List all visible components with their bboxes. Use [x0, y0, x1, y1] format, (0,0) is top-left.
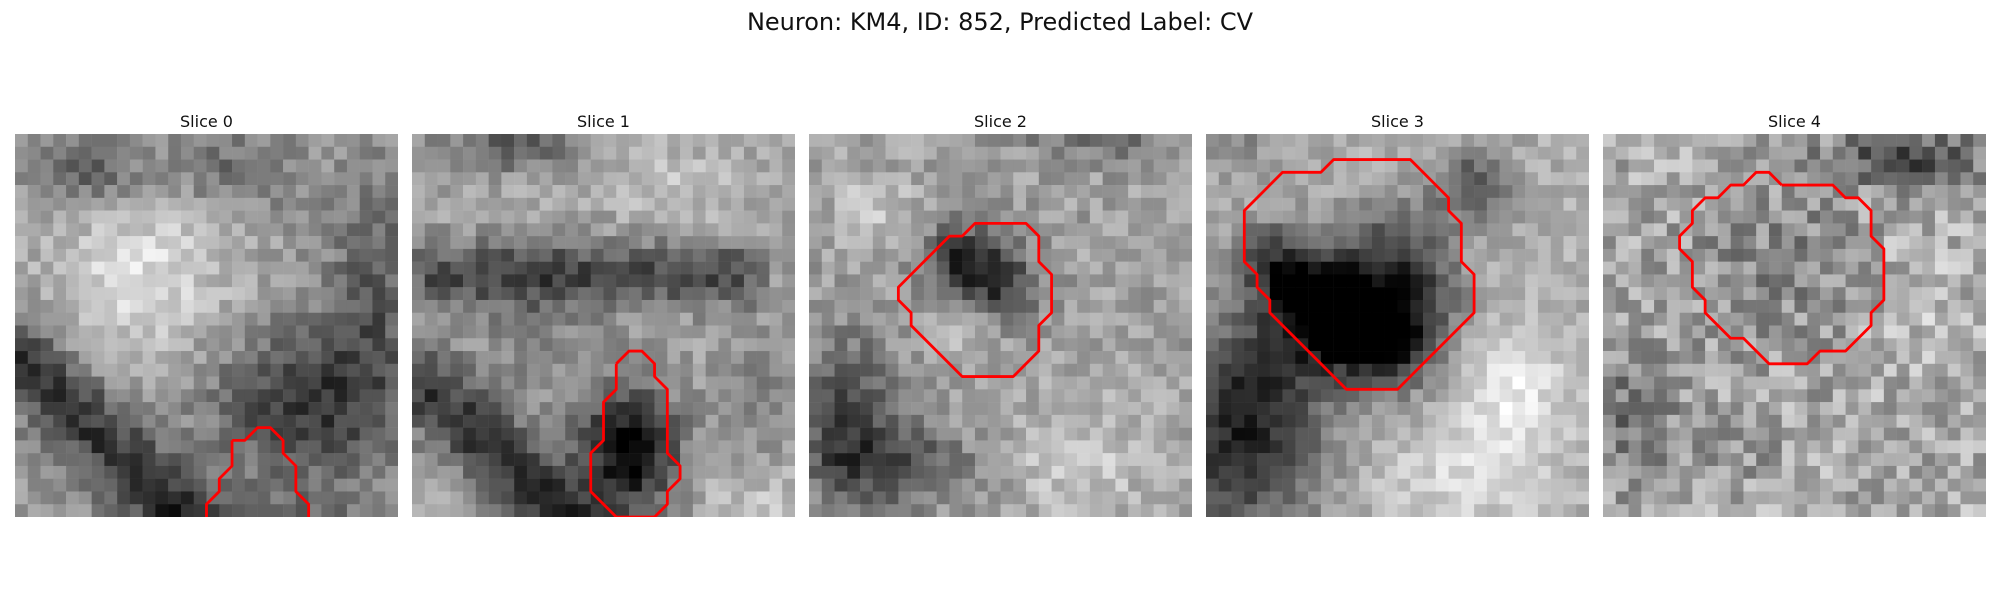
slice-title: Slice 4: [1768, 112, 1821, 131]
slice-image: [15, 134, 398, 517]
slice-image: [1206, 134, 1589, 517]
slice-image: [1603, 134, 1986, 517]
slice-panel-2: Slice 2: [809, 110, 1192, 517]
segmentation-contour: [205, 426, 311, 517]
slice-image: [412, 134, 795, 517]
slice-image: [809, 134, 1192, 517]
slice-panel-4: Slice 4: [1603, 110, 1986, 517]
segmentation-contour: [589, 349, 682, 517]
figure-title: Neuron: KM4, ID: 852, Predicted Label: C…: [746, 8, 1254, 36]
segmentation-contour: [896, 221, 1053, 378]
slice-panel-3: Slice 3: [1206, 110, 1589, 517]
slice-title: Slice 3: [1371, 112, 1424, 131]
slice-panel-0: Slice 0: [15, 110, 398, 517]
segmentation-contour: [1242, 158, 1476, 391]
slice-title: Slice 0: [180, 112, 233, 131]
slice-title: Slice 1: [577, 112, 630, 131]
segmentation-contour: [1678, 170, 1886, 366]
slice-title: Slice 2: [974, 112, 1027, 131]
slice-panel-1: Slice 1: [412, 110, 795, 517]
